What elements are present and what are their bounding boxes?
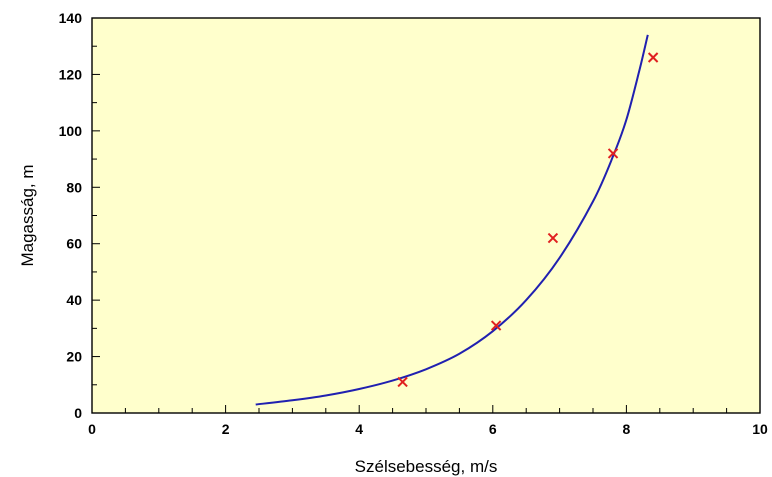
x-axis: 0 2 4 6 8 10: [88, 405, 768, 437]
y-tick-label: 40: [66, 292, 82, 308]
x-tick-label: 10: [752, 421, 768, 437]
data-point-marker: [647, 52, 659, 63]
x-tick-label: 6: [489, 421, 497, 437]
data-point-marker: [397, 376, 408, 388]
x-tick-label: 2: [222, 421, 230, 437]
data-point-marker: [547, 232, 559, 244]
series-layer: [255, 34, 659, 406]
y-axis: 0 20 40 60 80 100 120 140: [59, 10, 100, 421]
y-tick-label: 140: [59, 10, 83, 26]
y-tick-label: 80: [66, 179, 82, 195]
data-point-marker: [607, 148, 619, 159]
y-tick-label: 120: [59, 66, 83, 82]
plot-area: [91, 17, 761, 414]
fit-curve: [255, 34, 649, 406]
x-axis-title: Szélsebesség, m/s: [355, 457, 498, 476]
y-tick-label: 100: [59, 123, 83, 139]
y-tick-label: 0: [74, 405, 82, 421]
y-tick-label: 20: [66, 349, 82, 365]
y-tick-label: 60: [66, 236, 82, 252]
x-tick-label: 8: [623, 421, 631, 437]
y-axis-title: Magasság, m: [18, 164, 37, 266]
data-point-marker: [490, 320, 502, 331]
x-tick-label: 0: [88, 421, 96, 437]
x-tick-label: 4: [355, 421, 363, 437]
